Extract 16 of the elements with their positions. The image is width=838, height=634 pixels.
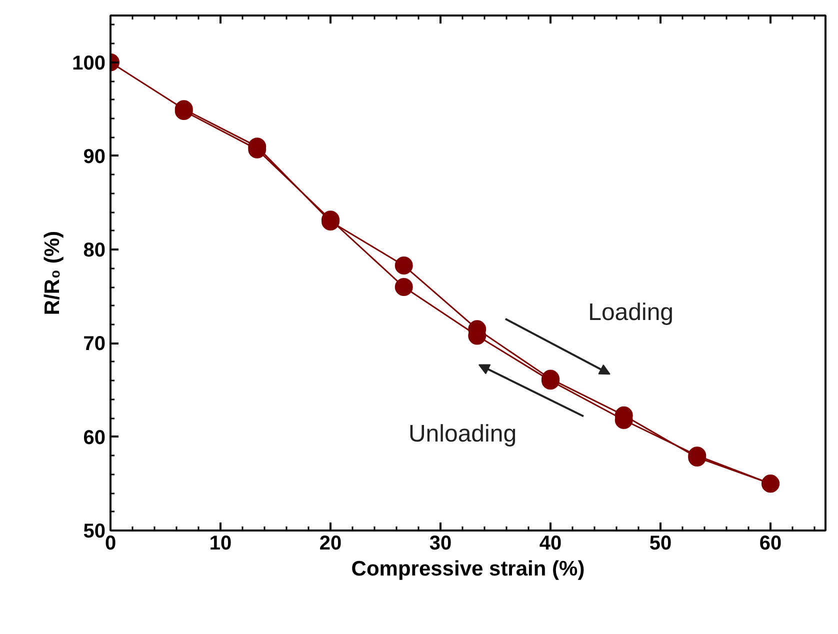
y-tick-label: 80 <box>83 240 106 262</box>
x-tick-label: 20 <box>319 532 342 554</box>
y-tick-label: 70 <box>83 333 106 356</box>
x-tick-label: 50 <box>649 532 672 554</box>
y-tick-label: 90 <box>83 146 106 168</box>
y-tick-label: 60 <box>83 426 106 449</box>
y-tick-label: 100 <box>72 52 106 74</box>
x-tick-label: 60 <box>759 532 782 554</box>
y-axis-title: R/R₀ (%) <box>41 230 64 316</box>
x-axis-title: Compressive strain (%) <box>351 558 585 580</box>
x-tick-label: 30 <box>429 532 452 554</box>
annotation: Loading <box>588 298 674 326</box>
x-tick-label: 10 <box>209 532 232 554</box>
annotation: Unloading <box>408 420 517 448</box>
x-tick-label: 0 <box>104 532 116 554</box>
x-tick-label: 40 <box>539 532 562 554</box>
